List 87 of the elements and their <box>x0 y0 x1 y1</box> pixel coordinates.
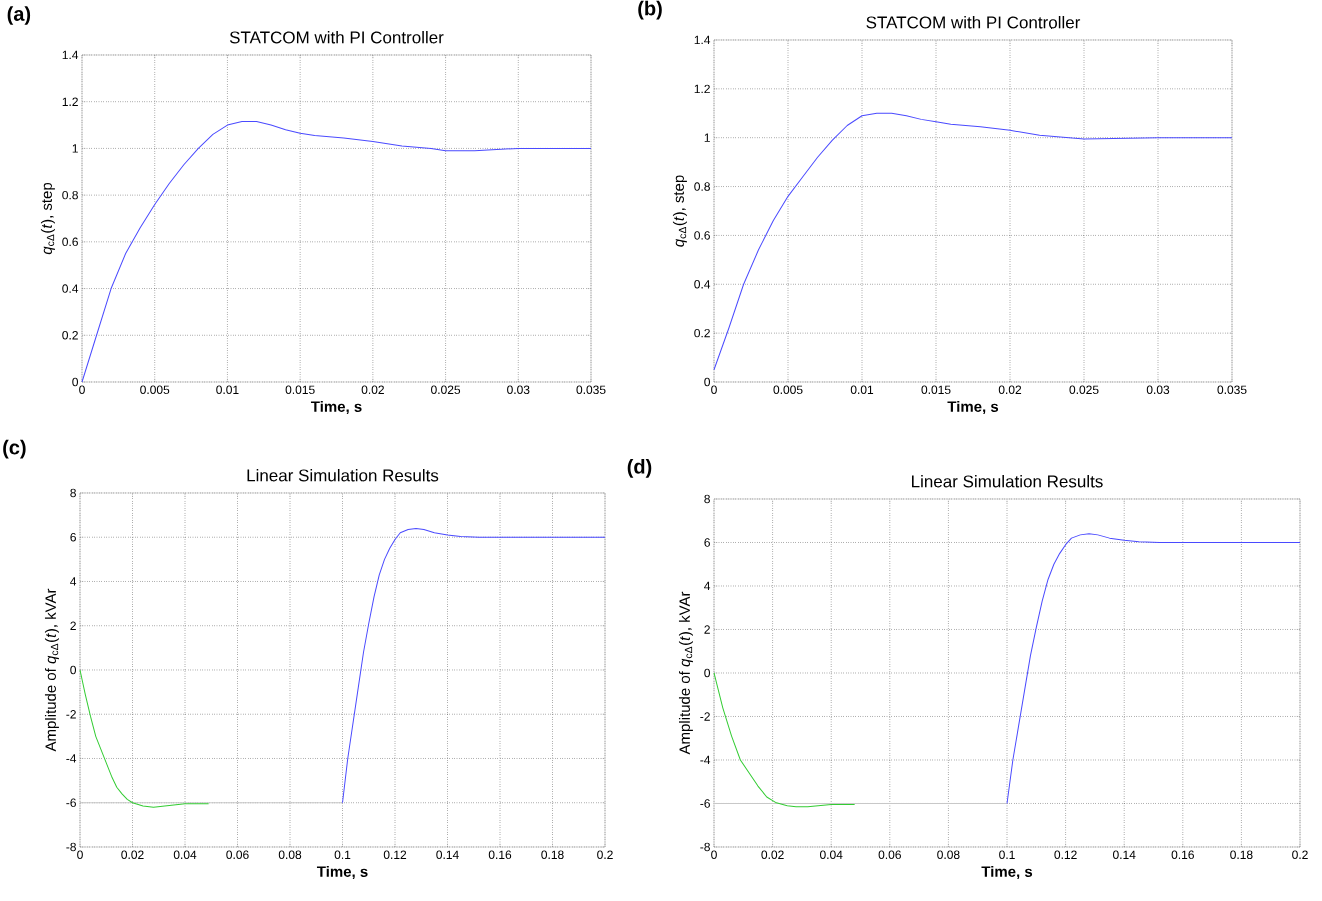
x-tick-label: 0.16 <box>488 850 512 860</box>
y-tick-label: -4 <box>66 754 77 763</box>
y-tick-label: 0.8 <box>62 190 78 200</box>
y-tick-label: 2 <box>704 625 710 634</box>
x-tick-label: 0.025 <box>431 385 461 395</box>
y-tick-label: 1.2 <box>694 84 710 94</box>
line-series <box>713 112 1233 371</box>
line-series <box>1006 533 1301 804</box>
y-tick-label: 0.2 <box>694 328 710 338</box>
y-tick-label: 8 <box>70 488 76 498</box>
y-axis-title: Amplitude of q$_{cΔ}$(t), kVAr <box>678 591 693 755</box>
y-tick-label: 4 <box>70 577 77 586</box>
y-tick-label: 1.2 <box>62 97 78 106</box>
y-tick-label: 0 <box>72 377 79 387</box>
y-tick-label: -2 <box>66 710 76 719</box>
chart-title: Linear Simulation Results <box>247 468 439 482</box>
x-tick-label: 0.025 <box>1069 385 1099 395</box>
y-tick-label: 2 <box>70 621 76 630</box>
y-tick-label: -2 <box>700 712 710 721</box>
y-tick-label: 0 <box>704 377 711 387</box>
y-tick-label: 0.4 <box>62 284 79 293</box>
x-tick-label: 0.005 <box>773 385 803 395</box>
y-tick-label: 1 <box>72 144 78 153</box>
y-axis-title: q$_{cΔ}$(t), step <box>40 182 55 255</box>
text: (c) <box>3 439 26 459</box>
y-tick-label: -6 <box>700 799 710 808</box>
chart-title: Linear Simulation Results <box>912 474 1103 488</box>
y-tick-label: -8 <box>700 842 710 852</box>
x-tick-label: 0.04 <box>173 850 197 860</box>
y-tick-label: 4 <box>704 581 711 591</box>
y-tick-label: 0.6 <box>62 237 78 247</box>
x-tick-label: 0.01 <box>850 385 874 395</box>
chart-title: STATCOM with PI Controller <box>229 30 444 44</box>
x-tick-label: 0.16 <box>1171 850 1194 860</box>
x-axis-title: Time, s <box>310 400 362 415</box>
x-tick-label: 0.03 <box>507 385 530 395</box>
chart-title: STATCOM with PI Controller <box>866 15 1081 29</box>
x-tick-label: 0.02 <box>761 850 784 860</box>
x-tick-label: 0.18 <box>1230 850 1253 860</box>
y-tick-label: 1.4 <box>694 35 711 45</box>
y-tick-label: 0 <box>704 668 711 678</box>
x-tick-label: 0.14 <box>436 850 459 860</box>
x-tick-label: 0.005 <box>140 385 170 395</box>
x-axis-title: Time, s <box>947 400 999 415</box>
y-tick-label: -6 <box>66 798 76 807</box>
x-tick-label: 0.035 <box>576 385 606 395</box>
y-tick-label: -8 <box>66 842 76 852</box>
x-tick-label: 0.06 <box>878 850 901 860</box>
text: (a) <box>7 6 31 25</box>
line-series <box>81 121 592 383</box>
y-tick-label: 0.2 <box>62 331 78 340</box>
x-tick-label: 0.02 <box>998 385 1022 395</box>
x-axis-title: Time, s <box>316 865 368 880</box>
y-tick-label: 1 <box>704 133 710 142</box>
text: (d) <box>627 459 652 478</box>
y-tick-label: 0 <box>70 665 77 675</box>
y-tick-label: 1.4 <box>62 50 79 60</box>
x-axis-title: Time, s <box>981 865 1033 880</box>
y-axis-title: q$_{cΔ}$(t), step <box>672 175 687 247</box>
x-tick-label: 0.015 <box>921 385 951 395</box>
x-tick-label: 0.035 <box>1217 385 1247 395</box>
x-tick-label: 0.1 <box>999 850 1015 860</box>
x-tick-label: 0.01 <box>216 385 239 395</box>
y-axis-title: Amplitude of q$_{cΔ}$(t), kVAr <box>44 588 59 752</box>
x-tick-label: 0.14 <box>1113 850 1136 860</box>
x-tick-label: 0.02 <box>361 385 384 395</box>
y-tick-label: 0.4 <box>694 280 711 289</box>
x-tick-label: 0.02 <box>121 850 144 860</box>
text: (b) <box>638 0 662 20</box>
y-tick-label: 6 <box>70 532 76 542</box>
x-tick-label: 0.18 <box>541 850 564 860</box>
y-tick-label: 6 <box>704 538 710 547</box>
x-tick-label: 0.08 <box>278 850 302 860</box>
x-tick-label: 0.03 <box>1146 385 1170 395</box>
y-tick-label: -4 <box>700 755 711 765</box>
y-tick-label: 0.6 <box>694 231 710 240</box>
x-tick-label: 0.06 <box>226 850 249 860</box>
x-tick-label: 0.08 <box>937 850 960 860</box>
x-tick-label: 0.04 <box>820 850 843 860</box>
x-tick-label: 0.2 <box>1292 850 1308 860</box>
y-tick-label: 8 <box>704 494 710 504</box>
y-tick-label: 0.8 <box>694 182 710 191</box>
x-tick-label: 0.2 <box>597 850 613 860</box>
x-tick-label: 0.015 <box>285 385 315 395</box>
x-tick-label: 0.12 <box>1054 850 1077 860</box>
x-tick-label: 0.1 <box>334 850 351 860</box>
x-tick-label: 0.12 <box>383 850 407 860</box>
